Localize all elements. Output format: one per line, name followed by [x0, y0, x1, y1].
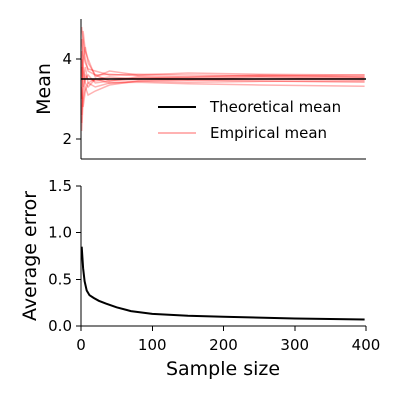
- bottom-y-tick-label: 1.5: [48, 177, 72, 195]
- legend-empirical-label: Empirical mean: [210, 124, 327, 142]
- bottom-x-tick-label: 200: [209, 336, 238, 354]
- empirical-mean-line-4: [80, 79, 365, 132]
- bottom-x-tick-label: 400: [352, 336, 381, 354]
- error-panel: 0.0 0.5 1.0 1.5 0 100 200 300 400 Average error…: [19, 177, 380, 380]
- top-y-axis-title: Mean: [33, 63, 55, 115]
- top-y-tick-label: 4: [62, 50, 72, 68]
- bottom-y-tick-label: 1.0: [48, 224, 72, 242]
- empirical-mean-series-group: [80, 26, 365, 132]
- empirical-mean-line-2: [80, 26, 365, 78]
- bottom-y-ticks: 0.0 0.5 1.0 1.5: [48, 177, 81, 335]
- empirical-mean-line-1: [80, 46, 365, 124]
- bottom-y-tick-label: 0.5: [48, 270, 72, 288]
- bottom-x-axis-title: Sample size: [166, 358, 280, 380]
- empirical-mean-line-3: [80, 30, 365, 100]
- bottom-y-axis-title: Average error: [19, 191, 41, 321]
- bottom-x-tick-label: 100: [138, 336, 167, 354]
- legend-theoretical-label: Theoretical mean: [209, 98, 341, 116]
- empirical-mean-line-7: [80, 38, 365, 77]
- bottom-y-tick-label: 0.0: [48, 317, 72, 335]
- empirical-mean-line-6: [80, 81, 365, 108]
- bottom-x-ticks: 0 100 200 300 400: [76, 326, 380, 354]
- empirical-mean-line-8: [80, 66, 365, 88]
- average-error-line: [80, 246, 365, 321]
- empirical-mean-line-10: [80, 50, 365, 89]
- bottom-x-tick-label: 300: [280, 336, 309, 354]
- top-y-ticks: 24: [62, 50, 81, 148]
- legend: Theoretical mean Empirical mean: [158, 98, 341, 142]
- mean-panel: 24 Mean Theoretical mean Empirical mean: [33, 19, 366, 160]
- bottom-x-tick-label: 0: [76, 336, 86, 354]
- top-y-tick-label: 2: [62, 130, 72, 148]
- average-error-series-group: [80, 246, 365, 321]
